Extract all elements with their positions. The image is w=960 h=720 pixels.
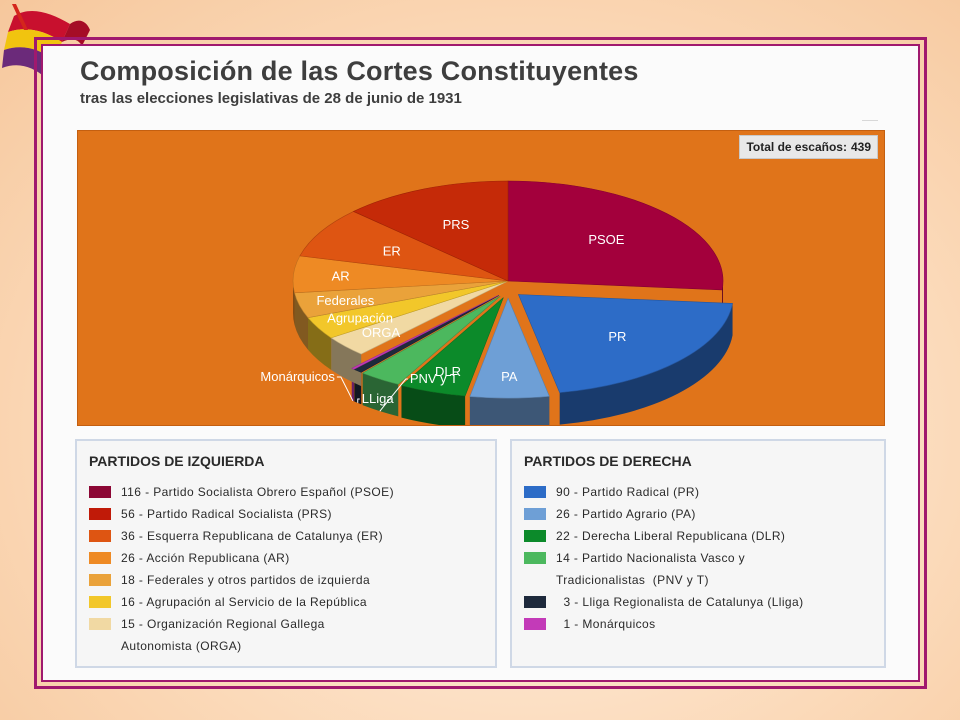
pie-slice-lliga — [353, 295, 499, 373]
legend-label-continued: Tradicionalistas (PNV y T) — [556, 573, 709, 587]
total-seats-label: Total de escaños: — [746, 140, 847, 154]
pie-slice-pnv-y-t — [361, 296, 501, 385]
legend-swatch — [524, 618, 546, 630]
legend-swatch — [89, 508, 111, 520]
pie-slice-er — [299, 211, 509, 282]
legend-swatch — [524, 508, 546, 520]
slice-label: PSOE — [588, 232, 624, 247]
legend-item: 56 - Partido Radical Socialista (PRS) — [89, 503, 332, 525]
legend-item: 18 - Federales y otros partidos de izqui… — [89, 569, 370, 591]
legend-item: 15 - Organización Regional Gallega Autono… — [89, 613, 325, 657]
divider — [862, 120, 878, 121]
slice-label: ORGA — [362, 325, 401, 340]
legend-swatch — [89, 552, 111, 564]
legend-item: 26 - Acción Republicana (AR) — [89, 547, 290, 569]
pie-slice-dlr — [400, 297, 504, 397]
outer-frame — [34, 37, 927, 689]
legend-swatch — [524, 596, 546, 608]
legend-label: 3 - Lliga Regionalista de Catalunya (Lli… — [556, 595, 804, 609]
legend-label: 116 - Partido Socialista Obrero Español … — [121, 485, 394, 499]
leader-line — [357, 398, 360, 403]
pie-slice-side — [331, 337, 362, 387]
legend-swatch — [89, 530, 111, 542]
legend-label: 56 - Partido Radical Socialista (PRS) — [121, 507, 332, 521]
slice-label: ER — [383, 244, 401, 259]
legend-item: 26 - Partido Agrario (PA) — [524, 503, 696, 525]
pie-slice-side — [469, 396, 550, 425]
legend-item: 36 - Esquerra Republicana de Catalunya (… — [89, 525, 383, 547]
legend-left-parties: PARTIDOS DE IZQUIERDA 116 - Partido Soci… — [75, 439, 497, 668]
page-title: Composición de las Cortes Constituyentes — [80, 56, 639, 86]
legend-label: 36 - Esquerra Republicana de Catalunya (… — [121, 529, 383, 543]
legend-label: 18 - Federales y otros partidos de izqui… — [121, 573, 371, 587]
pie-slice-pr — [517, 294, 733, 393]
pie-slice-side — [401, 385, 466, 425]
legend-label: 26 - Partido Agrario (PA) — [556, 507, 696, 521]
pie-slice-pa — [469, 297, 550, 399]
total-seats-value: 439 — [850, 140, 871, 154]
legend-item: 22 - Derecha Liberal Republicana (DLR) — [524, 525, 785, 547]
legend-item: 16 - Agrupación al Servicio de la Repúbl… — [89, 591, 367, 613]
pie-slice-side — [307, 317, 332, 370]
slice-label: PRS — [443, 217, 470, 232]
legend-item: 1 - Monárquicos — [524, 613, 656, 635]
slice-label: Agrupación — [327, 311, 393, 326]
leader-line — [336, 376, 354, 402]
pie-slice-side — [559, 303, 733, 425]
chart-panel: PSOE PR PA DLR PNV y T LLiga Monárquicos ORGA Ag… — [77, 130, 885, 426]
legend-left-heading: PARTIDOS DE IZQUIERDA — [89, 453, 265, 469]
legend-swatch — [89, 596, 111, 608]
slice-label: PNV y T — [410, 371, 458, 386]
legend-item: 90 - Partido Radical (PR) — [524, 481, 699, 503]
legend-swatch — [524, 486, 546, 498]
legend-swatch — [524, 530, 546, 542]
slice-label: PA — [501, 369, 518, 384]
legend-label: 14 - Partido Nacionalista Vasco y — [556, 551, 746, 565]
legend-label: 15 - Organización Regional Gallega — [121, 617, 325, 631]
pie-slice-side — [362, 373, 399, 417]
legend-right-parties: PARTIDOS DE DERECHA 90 - Partido Radical… — [510, 439, 886, 668]
legend-item: 3 - Lliga Regionalista de Catalunya (Lli… — [524, 591, 803, 613]
slice-label: Federales — [316, 293, 374, 308]
legend-label-continued: Autonomista (ORGA) — [121, 639, 242, 653]
legend-label: 1 - Monárquicos — [556, 617, 656, 631]
legend-label: 22 - Derecha Liberal Republicana (DLR) — [556, 529, 786, 543]
slice-label: PR — [608, 329, 626, 344]
legend-label: 26 - Acción Republicana (AR) — [121, 551, 290, 565]
legend-swatch — [89, 486, 111, 498]
pie-slice-prs — [352, 180, 509, 282]
pie-slice-mon-rquicos — [351, 294, 499, 370]
slice-label: DLR — [435, 364, 461, 379]
legend-item: 116 - Partido Socialista Obrero Español … — [89, 481, 394, 503]
legend-label: 90 - Partido Radical (PR) — [556, 485, 700, 499]
legend-item: 14 - Partido Nacionalista Vasco y Tradici… — [524, 547, 745, 591]
slice-label: AR — [332, 269, 350, 284]
slice-label: Monárquicos — [260, 369, 335, 384]
leader-line — [379, 378, 408, 412]
pie-slice-psoe — [507, 180, 724, 291]
total-seats-box: Total de escaños: 439 — [739, 135, 878, 159]
legend-swatch — [89, 618, 111, 630]
legend-swatch — [524, 552, 546, 564]
pie-slice-side — [294, 292, 308, 350]
page-subtitle: tras las elecciones legislativas de 28 d… — [80, 90, 462, 107]
legend-swatch — [89, 574, 111, 586]
slice-label: LLiga — [362, 391, 395, 406]
legend-right-heading: PARTIDOS DE DERECHA — [524, 453, 692, 469]
legend-label: 16 - Agrupación al Servicio de la Repúbl… — [121, 595, 368, 609]
